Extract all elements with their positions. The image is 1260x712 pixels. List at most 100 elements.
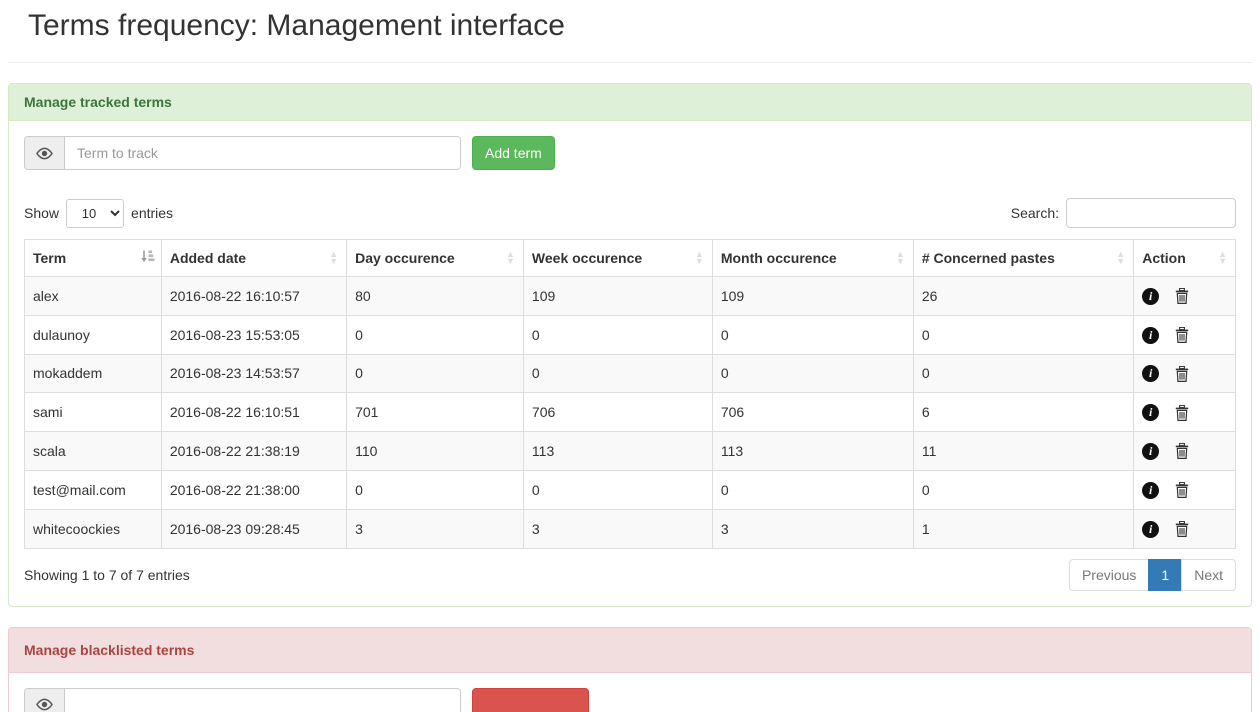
action-cell: i: [1133, 508, 1236, 549]
info-circle-icon[interactable]: i: [1142, 442, 1160, 460]
action-cell: i: [1133, 276, 1236, 316]
search-input[interactable]: [1066, 198, 1236, 228]
sort-unsorted-icon: ▲ ▼: [505, 249, 515, 266]
week-occurence-cell: 0: [522, 314, 713, 355]
column-header-concerned-pastes[interactable]: # Concerned pastes ▲ ▼: [912, 239, 1135, 277]
term-input-group: [24, 136, 461, 170]
concerned-pastes-cell: 11: [912, 431, 1135, 471]
trash-icon[interactable]: [1175, 327, 1189, 344]
table-row: sami 2016-08-22 16:10:51 701 706 706 6 i: [24, 392, 1236, 433]
eye-icon: [24, 687, 64, 712]
page-length-select[interactable]: 10: [66, 198, 125, 228]
week-occurence-cell: 3: [522, 508, 713, 549]
week-occurence-cell: 113: [522, 431, 713, 471]
month-occurence-cell: 0: [711, 469, 914, 510]
tracked-terms-table: Term: [24, 239, 1236, 549]
title-divider: [8, 62, 1252, 63]
week-occurence-cell: 706: [522, 392, 713, 433]
add-blacklist-row: [24, 687, 1236, 712]
table-row: dulaunoy 2016-08-23 15:53:05 0 0 0 0 i: [24, 314, 1236, 355]
day-occurence-cell: 0: [346, 469, 524, 510]
page-length-control: Show 10 entries: [24, 198, 174, 228]
add-term-button[interactable]: Add term: [472, 136, 555, 170]
sort-unsorted-icon: ▲ ▼: [895, 249, 905, 266]
term-to-track-input[interactable]: [64, 136, 461, 170]
pagination: Previous 1 Next: [1068, 558, 1236, 591]
week-occurence-cell: 0: [522, 469, 713, 510]
term-cell: test@mail.com: [24, 469, 162, 510]
info-circle-icon[interactable]: i: [1142, 365, 1160, 383]
month-occurence-cell: 3: [711, 508, 914, 549]
column-header-month-occurence[interactable]: Month occurence ▲ ▼: [711, 239, 914, 277]
trash-icon[interactable]: [1175, 482, 1189, 499]
info-circle-icon[interactable]: i: [1142, 481, 1160, 499]
entries-label: entries: [131, 205, 174, 221]
concerned-pastes-cell: 1: [912, 508, 1135, 549]
sort-unsorted-icon: ▲ ▼: [694, 249, 704, 266]
month-occurence-cell: 109: [711, 276, 914, 316]
blacklist-panel-heading: Manage blacklisted terms: [9, 627, 1251, 673]
trash-icon[interactable]: [1175, 365, 1189, 382]
week-occurence-cell: 109: [522, 276, 713, 316]
page-title: Terms frequency: Management interface: [28, 9, 565, 42]
month-occurence-cell: 706: [711, 392, 914, 433]
term-cell: alex: [24, 276, 162, 316]
search-label: Search:: [1010, 205, 1059, 221]
action-cell: i: [1133, 431, 1236, 471]
tracked-terms-panel: Manage tracked terms Add term Show: [8, 83, 1252, 607]
trash-icon[interactable]: [1175, 443, 1189, 460]
concerned-pastes-cell: 26: [912, 276, 1135, 316]
column-header-day-occurence[interactable]: Day occurence ▲ ▼: [346, 239, 524, 277]
datatable-controls: Show 10 entries Search:: [24, 198, 1236, 228]
table-row: scala 2016-08-22 21:38:19 110 113 113 11 i: [24, 431, 1236, 471]
added-date-cell: 2016-08-22 16:10:51: [160, 392, 348, 433]
term-cell: whitecoockies: [24, 508, 162, 549]
pagination-page-1-button[interactable]: 1: [1148, 558, 1183, 591]
trash-icon[interactable]: [1175, 288, 1189, 305]
day-occurence-cell: 110: [346, 431, 524, 471]
info-circle-icon[interactable]: i: [1142, 404, 1160, 422]
blacklist-term-button[interactable]: [472, 687, 589, 712]
column-header-added-date[interactable]: Added date ▲ ▼: [160, 239, 348, 277]
term-cell: dulaunoy: [24, 314, 162, 355]
day-occurence-cell: 0: [346, 314, 524, 355]
sort-unsorted-icon: ▲ ▼: [329, 249, 339, 266]
pagination-previous-button[interactable]: Previous: [1068, 558, 1150, 591]
blacklist-input-group: [24, 687, 461, 712]
info-circle-icon[interactable]: i: [1142, 326, 1160, 344]
trash-icon[interactable]: [1175, 404, 1189, 421]
column-header-term[interactable]: Term: [24, 239, 162, 277]
day-occurence-cell: 0: [346, 353, 524, 394]
column-header-action[interactable]: Action ▲ ▼: [1133, 239, 1236, 277]
table-row: whitecoockies 2016-08-23 09:28:45 3 3 3 1 i: [24, 508, 1236, 549]
table-row: test@mail.com 2016-08-22 21:38:00 0 0 0 0 i: [24, 469, 1236, 510]
table-header-row: Term: [24, 239, 1236, 277]
add-term-row: Add term: [24, 136, 1236, 170]
added-date-cell: 2016-08-23 14:53:57: [160, 353, 348, 394]
blacklist-panel-body: [9, 673, 1251, 712]
concerned-pastes-cell: 0: [912, 469, 1135, 510]
action-cell: i: [1133, 353, 1236, 394]
column-header-week-occurence[interactable]: Week occurence ▲ ▼: [522, 239, 713, 277]
term-cell: mokaddem: [24, 353, 162, 394]
added-date-cell: 2016-08-22 16:10:57: [160, 276, 348, 316]
info-circle-icon[interactable]: i: [1142, 287, 1160, 305]
trash-icon[interactable]: [1175, 521, 1189, 538]
page-container: Terms frequency: Management interface Ma…: [0, 9, 1260, 712]
action-cell: i: [1133, 314, 1236, 355]
blacklist-term-input[interactable]: [64, 687, 461, 712]
sort-ascending-icon: [140, 250, 155, 267]
day-occurence-cell: 701: [346, 392, 524, 433]
table-row: mokaddem 2016-08-23 14:53:57 0 0 0 0 i: [24, 353, 1236, 394]
action-cell: i: [1133, 469, 1236, 510]
show-label: Show: [24, 205, 60, 221]
search-control: Search:: [1011, 198, 1236, 228]
tracked-panel-heading: Manage tracked terms: [9, 84, 1251, 121]
day-occurence-cell: 3: [346, 508, 524, 549]
added-date-cell: 2016-08-23 15:53:05: [160, 314, 348, 355]
info-circle-icon[interactable]: i: [1142, 520, 1160, 538]
added-date-cell: 2016-08-22 21:38:19: [160, 431, 348, 471]
month-occurence-cell: 113: [711, 431, 914, 471]
blacklisted-terms-panel: Manage blacklisted terms: [8, 626, 1252, 712]
pagination-next-button[interactable]: Next: [1181, 558, 1236, 591]
